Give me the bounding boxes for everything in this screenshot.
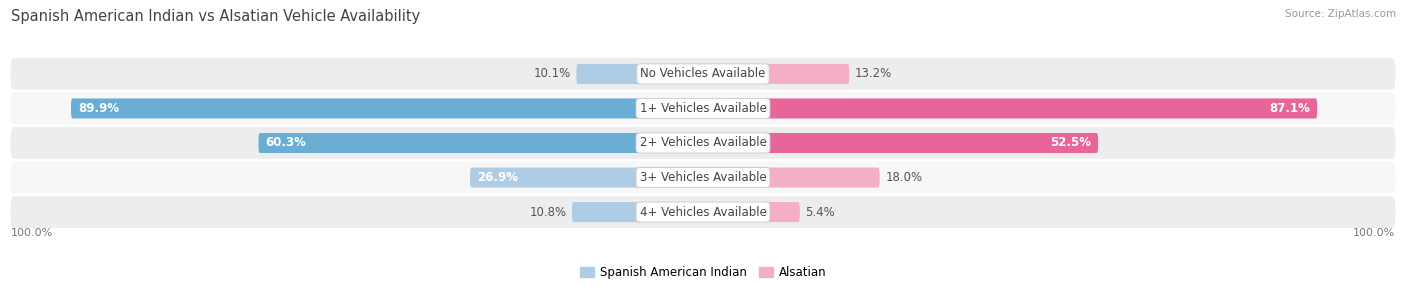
- Text: Source: ZipAtlas.com: Source: ZipAtlas.com: [1285, 9, 1396, 19]
- Text: 100.0%: 100.0%: [1353, 228, 1396, 238]
- Text: 60.3%: 60.3%: [266, 136, 307, 150]
- Text: 87.1%: 87.1%: [1270, 102, 1310, 115]
- Text: 52.5%: 52.5%: [1050, 136, 1091, 150]
- FancyBboxPatch shape: [576, 64, 640, 84]
- Text: No Vehicles Available: No Vehicles Available: [640, 67, 766, 80]
- Text: 3+ Vehicles Available: 3+ Vehicles Available: [640, 171, 766, 184]
- FancyBboxPatch shape: [10, 127, 1396, 159]
- FancyBboxPatch shape: [259, 133, 640, 153]
- FancyBboxPatch shape: [766, 168, 880, 188]
- FancyBboxPatch shape: [70, 98, 640, 118]
- Text: 13.2%: 13.2%: [855, 67, 891, 80]
- FancyBboxPatch shape: [10, 58, 1396, 90]
- Legend: Spanish American Indian, Alsatian: Spanish American Indian, Alsatian: [575, 261, 831, 283]
- FancyBboxPatch shape: [766, 98, 1317, 118]
- FancyBboxPatch shape: [10, 162, 1396, 193]
- Text: 26.9%: 26.9%: [477, 171, 517, 184]
- Text: 1+ Vehicles Available: 1+ Vehicles Available: [640, 102, 766, 115]
- Text: 2+ Vehicles Available: 2+ Vehicles Available: [640, 136, 766, 150]
- Text: Spanish American Indian vs Alsatian Vehicle Availability: Spanish American Indian vs Alsatian Vehi…: [11, 9, 420, 23]
- Text: 89.9%: 89.9%: [77, 102, 120, 115]
- FancyBboxPatch shape: [10, 93, 1396, 124]
- Text: 5.4%: 5.4%: [806, 206, 835, 219]
- Text: 100.0%: 100.0%: [10, 228, 53, 238]
- FancyBboxPatch shape: [766, 202, 800, 222]
- Text: 10.8%: 10.8%: [529, 206, 567, 219]
- FancyBboxPatch shape: [766, 133, 1098, 153]
- FancyBboxPatch shape: [572, 202, 640, 222]
- Text: 4+ Vehicles Available: 4+ Vehicles Available: [640, 206, 766, 219]
- FancyBboxPatch shape: [10, 196, 1396, 228]
- FancyBboxPatch shape: [766, 64, 849, 84]
- FancyBboxPatch shape: [470, 168, 640, 188]
- Text: 18.0%: 18.0%: [886, 171, 922, 184]
- Text: 10.1%: 10.1%: [534, 67, 571, 80]
